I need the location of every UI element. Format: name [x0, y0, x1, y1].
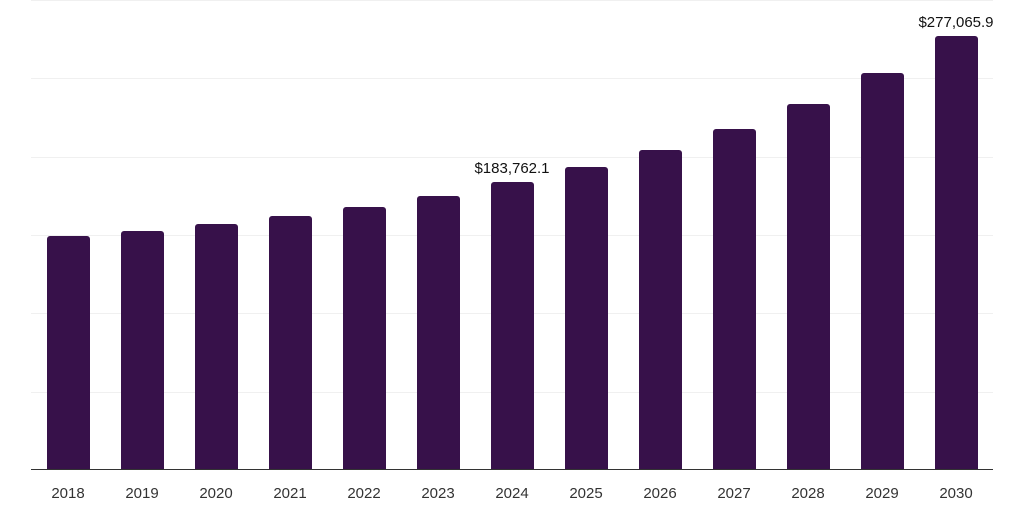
value-label: $183,762.1 [474, 160, 550, 177]
x-tick-label: 2029 [865, 485, 899, 502]
bar-2022[interactable] [343, 207, 386, 470]
bar-2018[interactable] [47, 236, 90, 470]
bar-2020[interactable] [195, 224, 238, 470]
x-tick-label: 2025 [569, 485, 603, 502]
x-tick-label: 2020 [199, 485, 233, 502]
bar-2028[interactable] [787, 104, 830, 470]
bar-2029[interactable] [861, 73, 904, 470]
x-tick-label: 2028 [791, 485, 825, 502]
x-tick-label: 2024 [495, 485, 529, 502]
bar-2024[interactable] [491, 182, 534, 470]
x-tick-label: 2022 [347, 485, 381, 502]
bar-2023[interactable] [417, 196, 460, 470]
x-tick-label: 2030 [939, 485, 973, 502]
x-tick-label: 2018 [51, 485, 85, 502]
bar-2021[interactable] [269, 216, 312, 470]
x-tick-label: 2023 [421, 485, 455, 502]
bar-2025[interactable] [565, 167, 608, 470]
x-tick-label: 2019 [125, 485, 159, 502]
gridline [31, 78, 993, 79]
gridline [31, 157, 993, 158]
x-tick-label: 2026 [643, 485, 677, 502]
gridline [31, 0, 993, 1]
value-label: $277,065.9 [918, 14, 994, 31]
bar-2026[interactable] [639, 150, 682, 470]
x-tick-label: 2027 [717, 485, 751, 502]
bar-2027[interactable] [713, 129, 756, 470]
x-axis-line [31, 469, 993, 470]
x-tick-label: 2021 [273, 485, 307, 502]
bar-2019[interactable] [121, 231, 164, 470]
bar-2030[interactable] [935, 36, 978, 470]
